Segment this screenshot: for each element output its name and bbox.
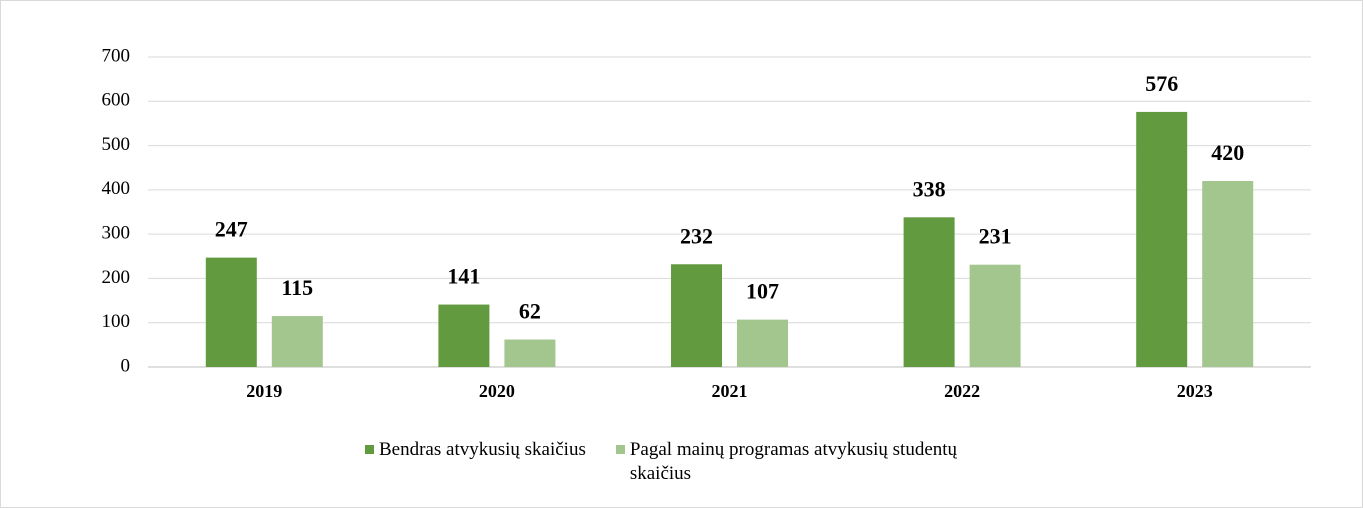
bar — [271, 316, 323, 367]
bar — [205, 257, 257, 367]
data-label: 576 — [1145, 71, 1178, 96]
data-label: 338 — [913, 176, 946, 201]
bar — [504, 339, 556, 367]
data-label: 62 — [519, 299, 541, 324]
bar — [737, 319, 788, 367]
legend-item: Pagal mainų programas atvykusių studentų… — [615, 438, 960, 486]
y-tick-label: 400 — [102, 178, 131, 199]
legend-item: Bendras atvykusių skaičius — [365, 438, 586, 486]
x-tick-label: 2022 — [944, 381, 980, 401]
legend-swatch — [365, 445, 374, 454]
bar — [438, 304, 490, 367]
data-label: 232 — [680, 223, 713, 248]
bar — [671, 264, 722, 367]
bar — [1202, 181, 1254, 367]
y-tick-label: 700 — [102, 45, 131, 66]
y-tick-label: 200 — [102, 267, 131, 288]
data-label: 420 — [1211, 140, 1244, 165]
x-tick-label: 2020 — [479, 381, 515, 401]
y-tick-label: 500 — [102, 134, 131, 155]
y-tick-label: 600 — [102, 90, 131, 111]
legend-label: Pagal mainų programas atvykusių studentų… — [629, 439, 958, 484]
data-label: 107 — [746, 279, 779, 304]
legend: Bendras atvykusių skaičius Pagal mainų pr… — [365, 438, 960, 486]
y-tick-label: 300 — [102, 223, 131, 244]
data-label: 231 — [979, 224, 1012, 249]
legend-label: Bendras atvykusių skaičius — [379, 439, 586, 460]
x-tick-label: 2021 — [712, 381, 748, 401]
bar — [969, 264, 1021, 367]
data-label: 247 — [215, 217, 248, 242]
bar — [903, 217, 955, 367]
x-tick-label: 2023 — [1177, 381, 1213, 401]
legend-swatch — [615, 445, 625, 454]
data-label: 141 — [447, 264, 480, 289]
y-tick-label: 100 — [102, 311, 131, 332]
bar — [1136, 111, 1188, 368]
x-tick-label: 2019 — [246, 381, 282, 401]
y-tick-label: 0 — [121, 355, 131, 376]
data-label: 115 — [281, 275, 313, 300]
